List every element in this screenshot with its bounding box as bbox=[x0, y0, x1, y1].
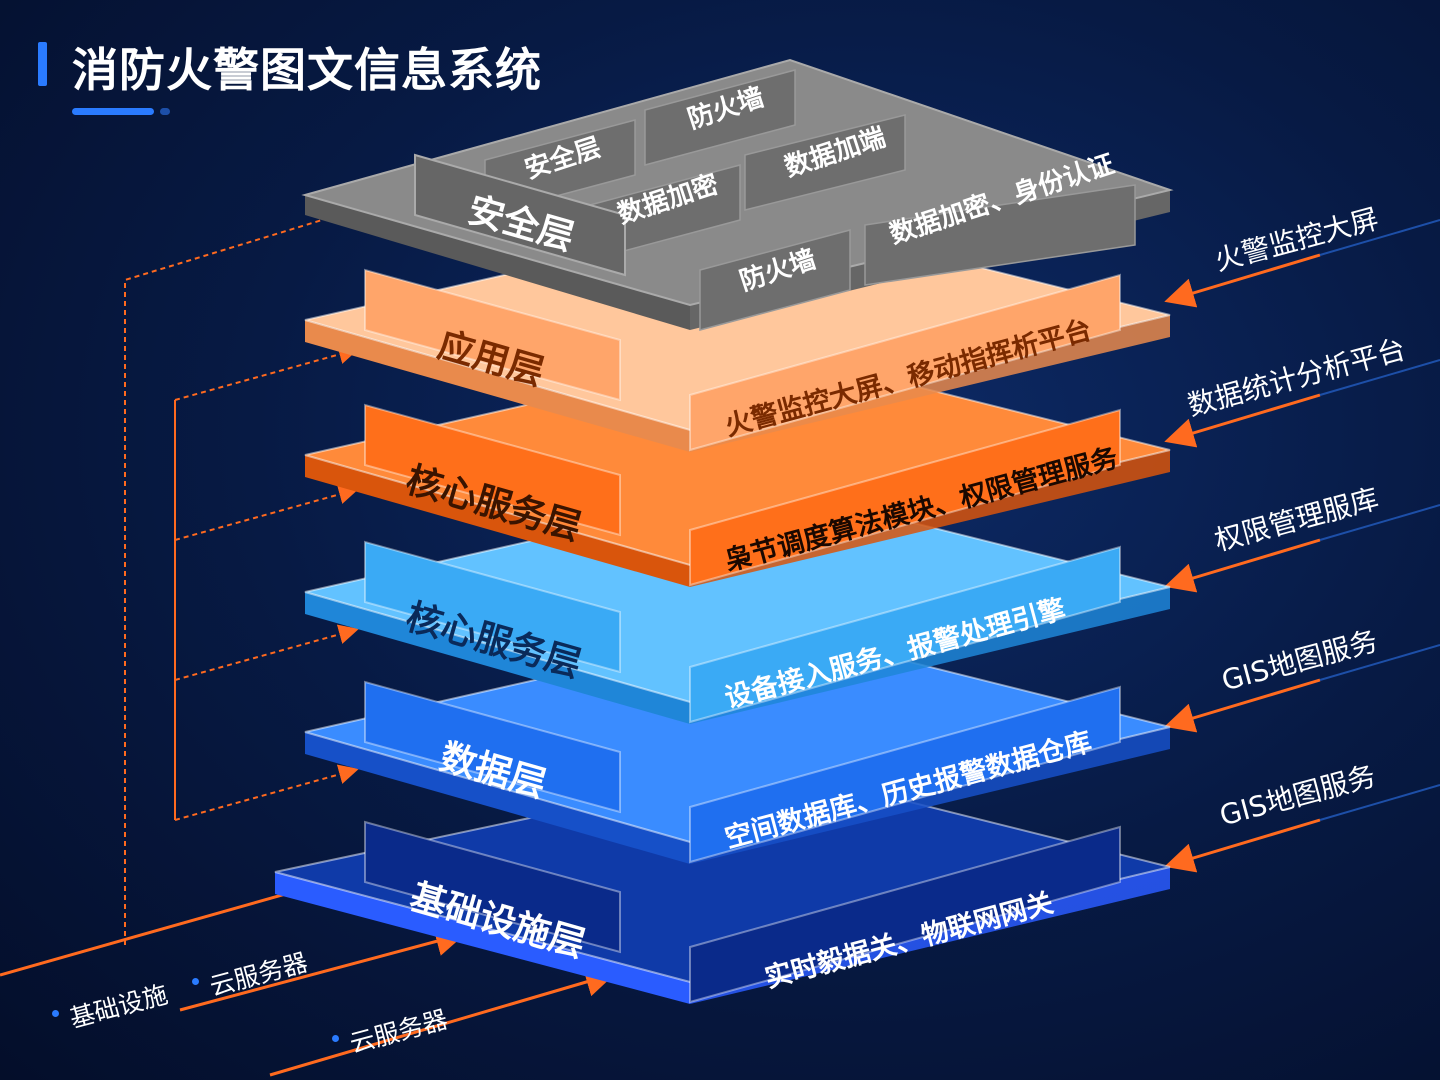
title-accent-bar bbox=[38, 42, 47, 86]
layer-slab-2 bbox=[304, 485, 1171, 724]
bottom-arrow-2 bbox=[269, 967, 616, 1077]
bullet-dot bbox=[332, 1035, 339, 1042]
side-arrow-2 bbox=[1164, 538, 1321, 593]
connector-layer-1 bbox=[174, 484, 359, 541]
bottom-arrow-0 bbox=[0, 872, 341, 977]
title-underline bbox=[72, 108, 154, 115]
security-layer-slab bbox=[301, 58, 1174, 331]
layer-slabs bbox=[274, 58, 1174, 1004]
side-arrow-3 bbox=[1164, 678, 1321, 733]
bullet-dot bbox=[192, 978, 199, 985]
title-underline-dot bbox=[160, 108, 170, 115]
side-arrow-0 bbox=[1164, 253, 1321, 308]
page-title: 消防火警图文信息系统 bbox=[72, 43, 542, 97]
connector-layer-3 bbox=[174, 764, 359, 821]
connector-lines bbox=[0, 205, 1440, 1077]
side-arrow-1 bbox=[1164, 393, 1321, 448]
side-arrow-4 bbox=[1164, 818, 1321, 873]
layer-slab-4 bbox=[274, 765, 1171, 1004]
bullet-dot bbox=[52, 1010, 59, 1017]
bottom-arrow-1 bbox=[179, 926, 466, 1012]
connector-layer-2 bbox=[174, 624, 359, 681]
connector-layer-0 bbox=[174, 344, 359, 401]
layer-slab-3 bbox=[304, 625, 1171, 864]
layer-slab-1 bbox=[304, 348, 1171, 587]
